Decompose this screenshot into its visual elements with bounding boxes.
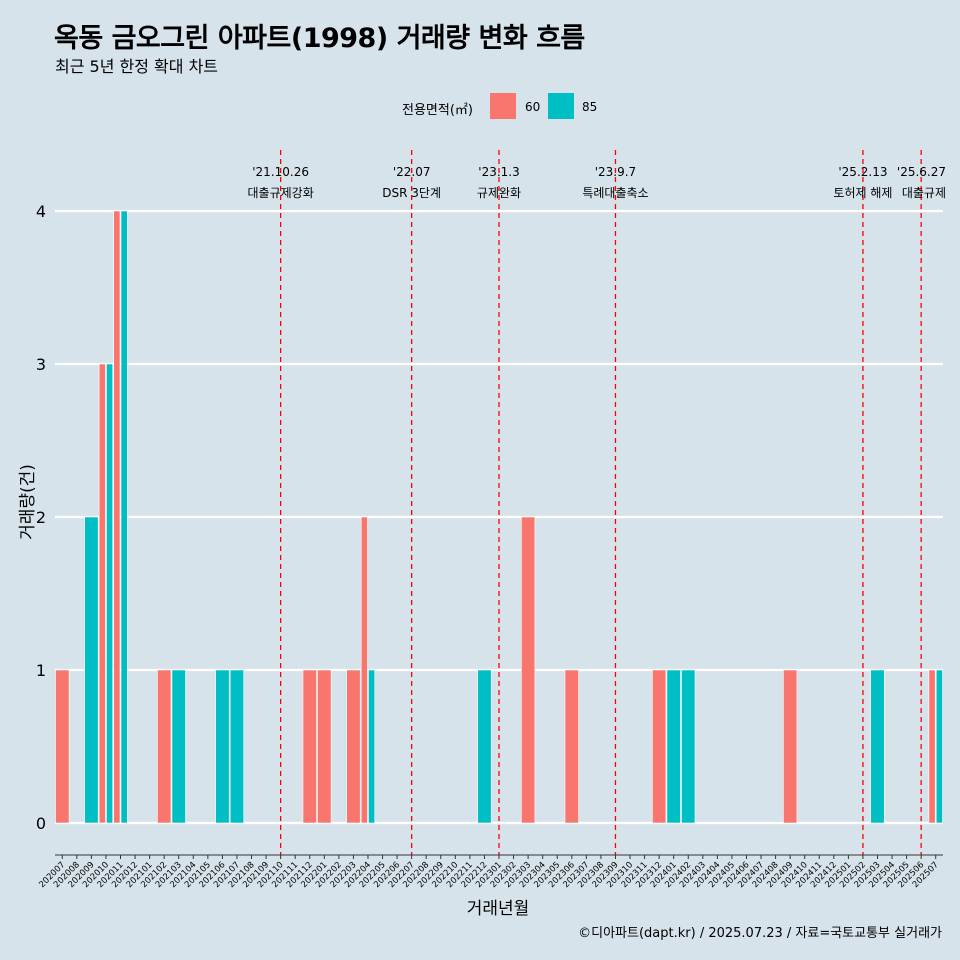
bar-85-202011	[120, 210, 128, 824]
event-name-label: DSR 3단계	[382, 186, 441, 200]
annotations: '21.10.26 대출규제강화 '22.07 DSR 3단계 '23.1.3 규제완화 '…	[248, 150, 946, 855]
bar-85-202507	[935, 669, 943, 824]
event-name-label: 대출규제	[902, 186, 946, 200]
bar-60-202011	[113, 210, 121, 824]
bar-60-202102	[157, 669, 172, 824]
event-date-label: '25.2.13	[838, 165, 887, 179]
event-date-label: '25.6.27	[897, 165, 946, 179]
bar-60-202204	[360, 516, 368, 824]
bar-85-202010	[106, 363, 114, 824]
bar-60-202306	[564, 669, 579, 824]
y-tick-label: 2	[36, 508, 46, 527]
chart-subtitle: 최근 5년 한정 확대 차트	[55, 57, 219, 76]
y-tick-label: 3	[36, 355, 46, 374]
legend-label-85: 85	[582, 100, 598, 114]
y-tick-label: 1	[36, 661, 46, 680]
legend-title: 전용면적(㎡)	[402, 103, 473, 118]
bar-60-202201	[317, 669, 332, 824]
bar-60-202312	[652, 669, 667, 824]
bar-85-202401	[666, 669, 681, 824]
bar-60-202409	[783, 669, 798, 824]
bar-60-202303	[521, 516, 536, 824]
chart-title: 옥동 금오그린 아파트(1998) 거래량 변화 흐름	[54, 23, 585, 54]
grid-lines	[55, 209, 943, 825]
bar-85-202106	[215, 669, 230, 824]
x-axis-title: 거래년월	[467, 899, 530, 919]
bar-85-202204	[368, 669, 376, 824]
bar-85-202402	[681, 669, 696, 824]
bar-85-202103	[171, 669, 186, 824]
source-caption: ©디아파트(dapt.kr) / 2025.07.23 / 자료=국토교통부 실…	[578, 926, 942, 941]
event-date-label: '21.10.26	[252, 165, 309, 179]
event-name-label: 규제완화	[477, 186, 521, 200]
legend: 전용면적(㎡) 60 85	[0, 93, 960, 121]
bar-60-202203	[346, 669, 361, 824]
bar-85-202212	[477, 669, 492, 824]
event-date-label: '22.07	[393, 165, 431, 179]
y-tick-label: 0	[36, 814, 46, 833]
bar-85-202503	[870, 669, 885, 824]
event-date-label: '23.9.7	[595, 165, 636, 179]
legend-key-85	[548, 93, 574, 119]
event-name-label: 토허제 해제	[833, 186, 892, 200]
legend-key-60	[490, 93, 516, 119]
event-date-label: '23.1.3	[478, 165, 519, 179]
event-name-label: 대출규제강화	[248, 186, 314, 200]
y-axis-title: 거래량(건)	[18, 464, 38, 540]
bar-85-202009	[84, 516, 99, 824]
event-name-label: 특례대출축소	[582, 186, 648, 200]
bar-60-202507	[928, 669, 936, 824]
bar-60-202010	[98, 363, 106, 824]
legend-label-60: 60	[525, 100, 541, 114]
bar-60-202007	[55, 669, 70, 824]
bar-85-202107	[229, 669, 245, 824]
bars	[55, 210, 943, 824]
bar-60-202112	[302, 669, 317, 824]
y-tick-label: 4	[36, 202, 46, 221]
